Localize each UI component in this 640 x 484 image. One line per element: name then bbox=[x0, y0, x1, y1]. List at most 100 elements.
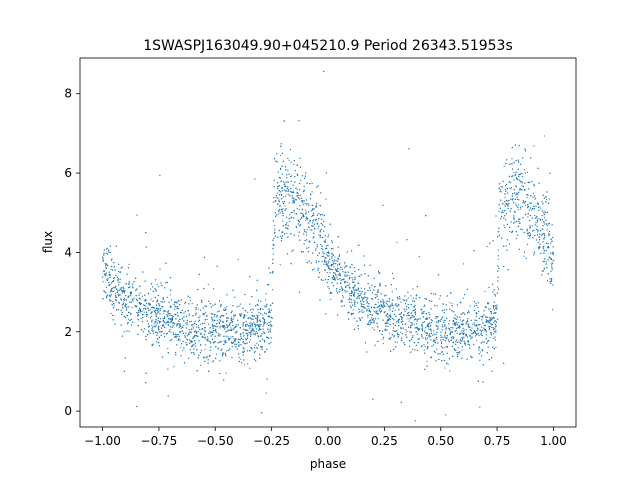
data-point bbox=[394, 330, 396, 332]
data-point bbox=[143, 304, 145, 306]
data-point bbox=[391, 305, 393, 307]
data-point bbox=[458, 322, 460, 324]
data-point bbox=[319, 230, 321, 232]
data-point bbox=[385, 323, 388, 325]
data-point bbox=[238, 345, 240, 347]
data-point bbox=[272, 253, 274, 255]
data-point bbox=[304, 230, 306, 232]
data-point bbox=[157, 309, 159, 311]
data-point bbox=[346, 285, 348, 287]
data-point bbox=[517, 234, 519, 236]
data-point bbox=[190, 339, 192, 342]
data-point bbox=[246, 335, 249, 337]
data-point bbox=[169, 305, 171, 307]
data-point bbox=[160, 282, 162, 284]
data-point bbox=[398, 313, 400, 315]
data-point bbox=[478, 346, 480, 348]
data-point bbox=[470, 355, 472, 357]
data-point bbox=[120, 324, 122, 326]
data-point bbox=[333, 272, 335, 274]
data-point bbox=[523, 251, 526, 253]
data-point bbox=[131, 306, 133, 309]
data-point bbox=[458, 341, 460, 343]
data-point bbox=[234, 343, 236, 345]
data-point bbox=[410, 322, 412, 324]
data-point bbox=[217, 342, 219, 344]
data-point bbox=[226, 350, 228, 352]
data-point bbox=[541, 274, 543, 276]
data-point bbox=[403, 342, 405, 344]
data-point bbox=[235, 324, 237, 326]
data-point bbox=[550, 270, 552, 272]
data-point bbox=[117, 290, 119, 292]
data-point bbox=[373, 310, 375, 312]
data-point bbox=[105, 267, 107, 269]
data-point bbox=[373, 277, 375, 279]
data-point bbox=[370, 321, 372, 323]
data-point bbox=[286, 190, 288, 192]
data-point bbox=[481, 355, 483, 357]
data-point bbox=[292, 211, 294, 213]
data-point bbox=[320, 222, 322, 225]
data-point bbox=[526, 228, 528, 230]
data-point bbox=[363, 255, 365, 257]
data-point bbox=[535, 217, 537, 219]
data-point bbox=[144, 307, 146, 310]
data-point bbox=[259, 325, 261, 327]
data-point bbox=[320, 192, 322, 194]
data-point bbox=[277, 192, 279, 194]
data-point bbox=[479, 406, 481, 408]
data-point bbox=[200, 332, 202, 334]
data-point bbox=[392, 307, 394, 309]
data-point bbox=[504, 188, 507, 190]
data-point bbox=[392, 304, 394, 306]
data-point bbox=[416, 326, 418, 328]
data-point bbox=[113, 277, 115, 280]
data-point bbox=[360, 305, 362, 307]
data-point bbox=[245, 330, 247, 332]
data-point bbox=[121, 335, 123, 337]
data-point bbox=[225, 313, 227, 315]
data-point bbox=[293, 200, 295, 202]
data-point bbox=[306, 182, 308, 184]
data-point bbox=[211, 333, 214, 336]
data-point bbox=[377, 299, 379, 301]
data-point bbox=[243, 322, 245, 324]
data-point bbox=[267, 324, 270, 327]
data-point bbox=[203, 313, 205, 315]
data-point bbox=[544, 210, 546, 212]
data-point bbox=[331, 257, 333, 259]
data-point bbox=[423, 312, 425, 314]
data-point bbox=[425, 332, 427, 334]
data-point bbox=[191, 303, 193, 305]
data-point bbox=[364, 288, 366, 290]
data-point bbox=[459, 333, 461, 335]
data-point bbox=[374, 303, 376, 305]
data-point bbox=[480, 351, 482, 353]
data-point bbox=[542, 248, 545, 250]
data-point bbox=[125, 295, 127, 297]
data-point bbox=[142, 331, 144, 333]
data-point bbox=[428, 334, 430, 336]
data-point bbox=[144, 328, 146, 330]
data-point bbox=[489, 318, 491, 320]
data-point bbox=[109, 299, 111, 301]
data-point bbox=[345, 291, 347, 293]
data-point bbox=[353, 328, 355, 330]
data-point bbox=[368, 310, 370, 312]
data-point bbox=[315, 219, 317, 221]
data-point bbox=[513, 215, 515, 217]
data-point bbox=[442, 316, 444, 318]
data-point bbox=[424, 345, 426, 348]
data-point bbox=[545, 249, 548, 252]
data-point bbox=[456, 352, 458, 354]
data-point bbox=[294, 170, 296, 172]
data-point bbox=[194, 334, 196, 337]
data-point bbox=[451, 331, 454, 333]
data-point bbox=[357, 293, 359, 295]
data-point bbox=[309, 221, 311, 223]
data-point bbox=[207, 338, 209, 340]
data-point bbox=[128, 263, 130, 265]
